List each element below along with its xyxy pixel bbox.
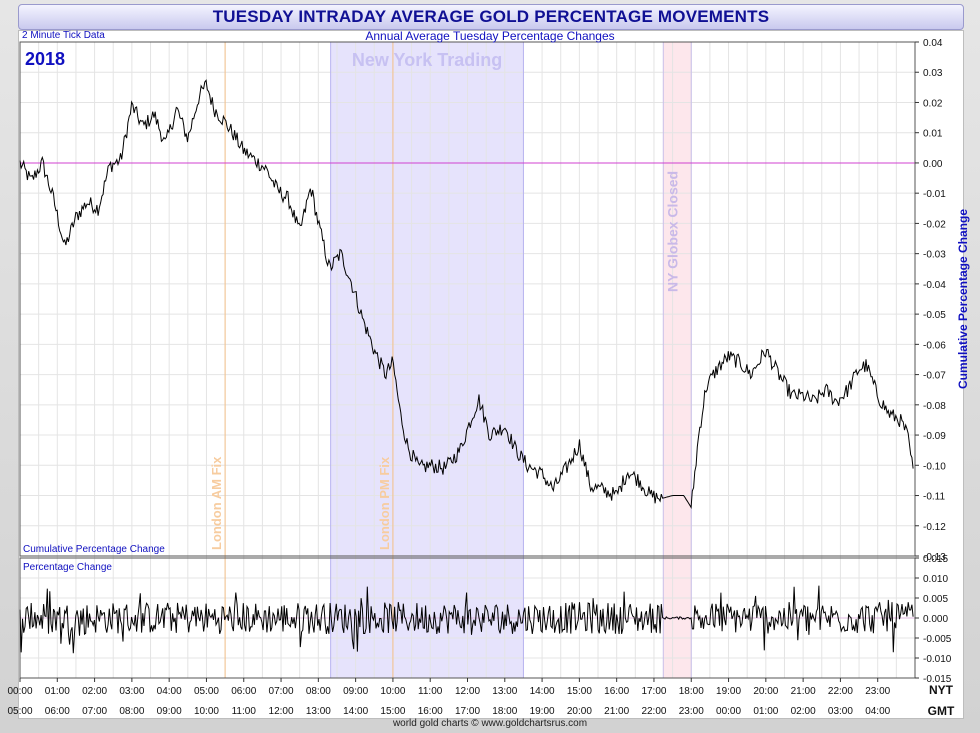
ny-trading-label: New York Trading bbox=[352, 50, 502, 70]
x-tick-label-nyt: 15:00 bbox=[567, 686, 592, 697]
y-tick-label: -0.03 bbox=[923, 250, 946, 261]
x-tick-label-nyt: 05:00 bbox=[194, 686, 219, 697]
london-am-fix-label: London AM Fix bbox=[209, 456, 224, 550]
y-tick-label: 0.02 bbox=[923, 98, 943, 109]
x-tick-label-nyt: 01:00 bbox=[45, 686, 70, 697]
x-tick-label-gmt: 05:00 bbox=[7, 706, 32, 717]
x-tick-label-gmt: 08:00 bbox=[119, 706, 144, 717]
lower-y-tick-label: -0.015 bbox=[923, 674, 952, 685]
lower-y-tick-label: 0.015 bbox=[923, 554, 948, 565]
x-tick-label-nyt: 07:00 bbox=[269, 686, 294, 697]
x-tick-label-gmt: 22:00 bbox=[641, 706, 666, 717]
x-tick-label-nyt: 17:00 bbox=[641, 686, 666, 697]
lower-y-tick-label: -0.010 bbox=[923, 654, 952, 665]
x-tick-label-nyt: 23:00 bbox=[865, 686, 890, 697]
upper-panel-label: Cumulative Percentage Change bbox=[23, 544, 165, 555]
lower-y-tick-label: -0.005 bbox=[923, 634, 952, 645]
x-tick-label-gmt: 11:00 bbox=[232, 706, 257, 717]
x-tick-label-gmt: 18:00 bbox=[492, 706, 517, 717]
lower-panel-label: Percentage Change bbox=[23, 562, 112, 573]
x-tick-label-gmt: 13:00 bbox=[306, 706, 331, 717]
globex-closed-band bbox=[663, 42, 692, 678]
x-tick-label-gmt: 19:00 bbox=[530, 706, 555, 717]
x-tick-label-nyt: 09:00 bbox=[343, 686, 368, 697]
y-tick-label: -0.05 bbox=[923, 310, 946, 321]
lower-y-tick-label: 0.000 bbox=[923, 614, 948, 625]
y-axis-label: Cumulative Percentage Change bbox=[956, 209, 970, 389]
footer-credit: world gold charts © www.goldchartsrus.co… bbox=[392, 718, 588, 729]
x-tick-label-nyt: 00:00 bbox=[7, 686, 32, 697]
x-tick-label-nyt: 11:00 bbox=[418, 686, 443, 697]
x-tick-label-gmt: 00:00 bbox=[716, 706, 741, 717]
x-tick-label-nyt: 21:00 bbox=[791, 686, 816, 697]
x-tick-label-gmt: 06:00 bbox=[45, 706, 70, 717]
chart-title: TUESDAY INTRADAY AVERAGE GOLD PERCENTAGE… bbox=[18, 4, 964, 30]
chart-subtitle: Annual Average Tuesday Percentage Change… bbox=[365, 29, 615, 43]
x-tick-label-gmt: 14:00 bbox=[343, 706, 368, 717]
x-tick-label-nyt: 18:00 bbox=[679, 686, 704, 697]
x-tick-label-nyt: 22:00 bbox=[828, 686, 853, 697]
xaxis-gmt-label: GMT bbox=[928, 704, 955, 718]
y-tick-label: 0.01 bbox=[923, 129, 943, 140]
x-tick-label-nyt: 06:00 bbox=[231, 686, 256, 697]
x-tick-label-nyt: 04:00 bbox=[157, 686, 182, 697]
x-tick-label-nyt: 10:00 bbox=[380, 686, 405, 697]
tick-note: 2 Minute Tick Data bbox=[22, 30, 105, 41]
y-tick-label: -0.06 bbox=[923, 340, 946, 351]
x-tick-label-nyt: 12:00 bbox=[455, 686, 480, 697]
x-tick-label-gmt: 07:00 bbox=[82, 706, 107, 717]
x-tick-label-gmt: 12:00 bbox=[269, 706, 294, 717]
cumulative-change-line bbox=[19, 79, 914, 510]
x-tick-label-gmt: 21:00 bbox=[604, 706, 629, 717]
year-label: 2018 bbox=[25, 49, 66, 69]
percentage-change-line bbox=[19, 585, 914, 654]
x-tick-label-nyt: 14:00 bbox=[530, 686, 555, 697]
x-tick-label-nyt: 08:00 bbox=[306, 686, 331, 697]
globex-closed-label: NY Globex Closed bbox=[664, 171, 680, 292]
x-tick-label-gmt: 03:00 bbox=[828, 706, 853, 717]
x-tick-label-nyt: 20:00 bbox=[753, 686, 778, 697]
y-tick-label: -0.08 bbox=[923, 401, 946, 412]
y-tick-label: -0.11 bbox=[923, 492, 945, 503]
x-tick-label-nyt: 19:00 bbox=[716, 686, 741, 697]
x-tick-label-gmt: 01:00 bbox=[753, 706, 778, 717]
lower-y-tick-label: 0.005 bbox=[923, 594, 948, 605]
x-tick-label-gmt: 02:00 bbox=[791, 706, 816, 717]
x-tick-label-nyt: 03:00 bbox=[119, 686, 144, 697]
upper-panel-border bbox=[19, 41, 916, 557]
x-tick-label-gmt: 17:00 bbox=[455, 706, 480, 717]
y-tick-label: -0.07 bbox=[923, 371, 946, 382]
x-tick-label-nyt: 02:00 bbox=[82, 686, 107, 697]
y-tick-label: -0.02 bbox=[923, 219, 946, 230]
x-tick-label-gmt: 16:00 bbox=[418, 706, 443, 717]
x-tick-label-gmt: 09:00 bbox=[157, 706, 182, 717]
y-tick-label: -0.01 bbox=[923, 189, 946, 200]
y-tick-label: -0.09 bbox=[923, 431, 946, 442]
london-pm-fix-label: London PM Fix bbox=[377, 456, 392, 550]
xaxis-nyt-label: NYT bbox=[929, 683, 954, 697]
y-tick-label: -0.12 bbox=[923, 522, 946, 533]
lower-y-tick-label: 0.010 bbox=[923, 574, 948, 585]
x-tick-label-gmt: 20:00 bbox=[567, 706, 592, 717]
y-tick-label: 0.03 bbox=[923, 68, 943, 79]
y-tick-label: -0.04 bbox=[923, 280, 946, 291]
y-tick-label: 0.00 bbox=[923, 159, 943, 170]
x-tick-label-gmt: 15:00 bbox=[380, 706, 405, 717]
x-tick-label-gmt: 04:00 bbox=[865, 706, 890, 717]
x-tick-label-gmt: 10:00 bbox=[194, 706, 219, 717]
y-tick-label: -0.13 bbox=[923, 552, 946, 563]
y-tick-label: -0.10 bbox=[923, 461, 946, 472]
x-tick-label-nyt: 13:00 bbox=[492, 686, 517, 697]
x-tick-label-gmt: 23:00 bbox=[679, 706, 704, 717]
y-tick-label: 0.04 bbox=[923, 38, 943, 49]
x-tick-label-nyt: 16:00 bbox=[604, 686, 629, 697]
ny-trading-band bbox=[330, 42, 524, 678]
